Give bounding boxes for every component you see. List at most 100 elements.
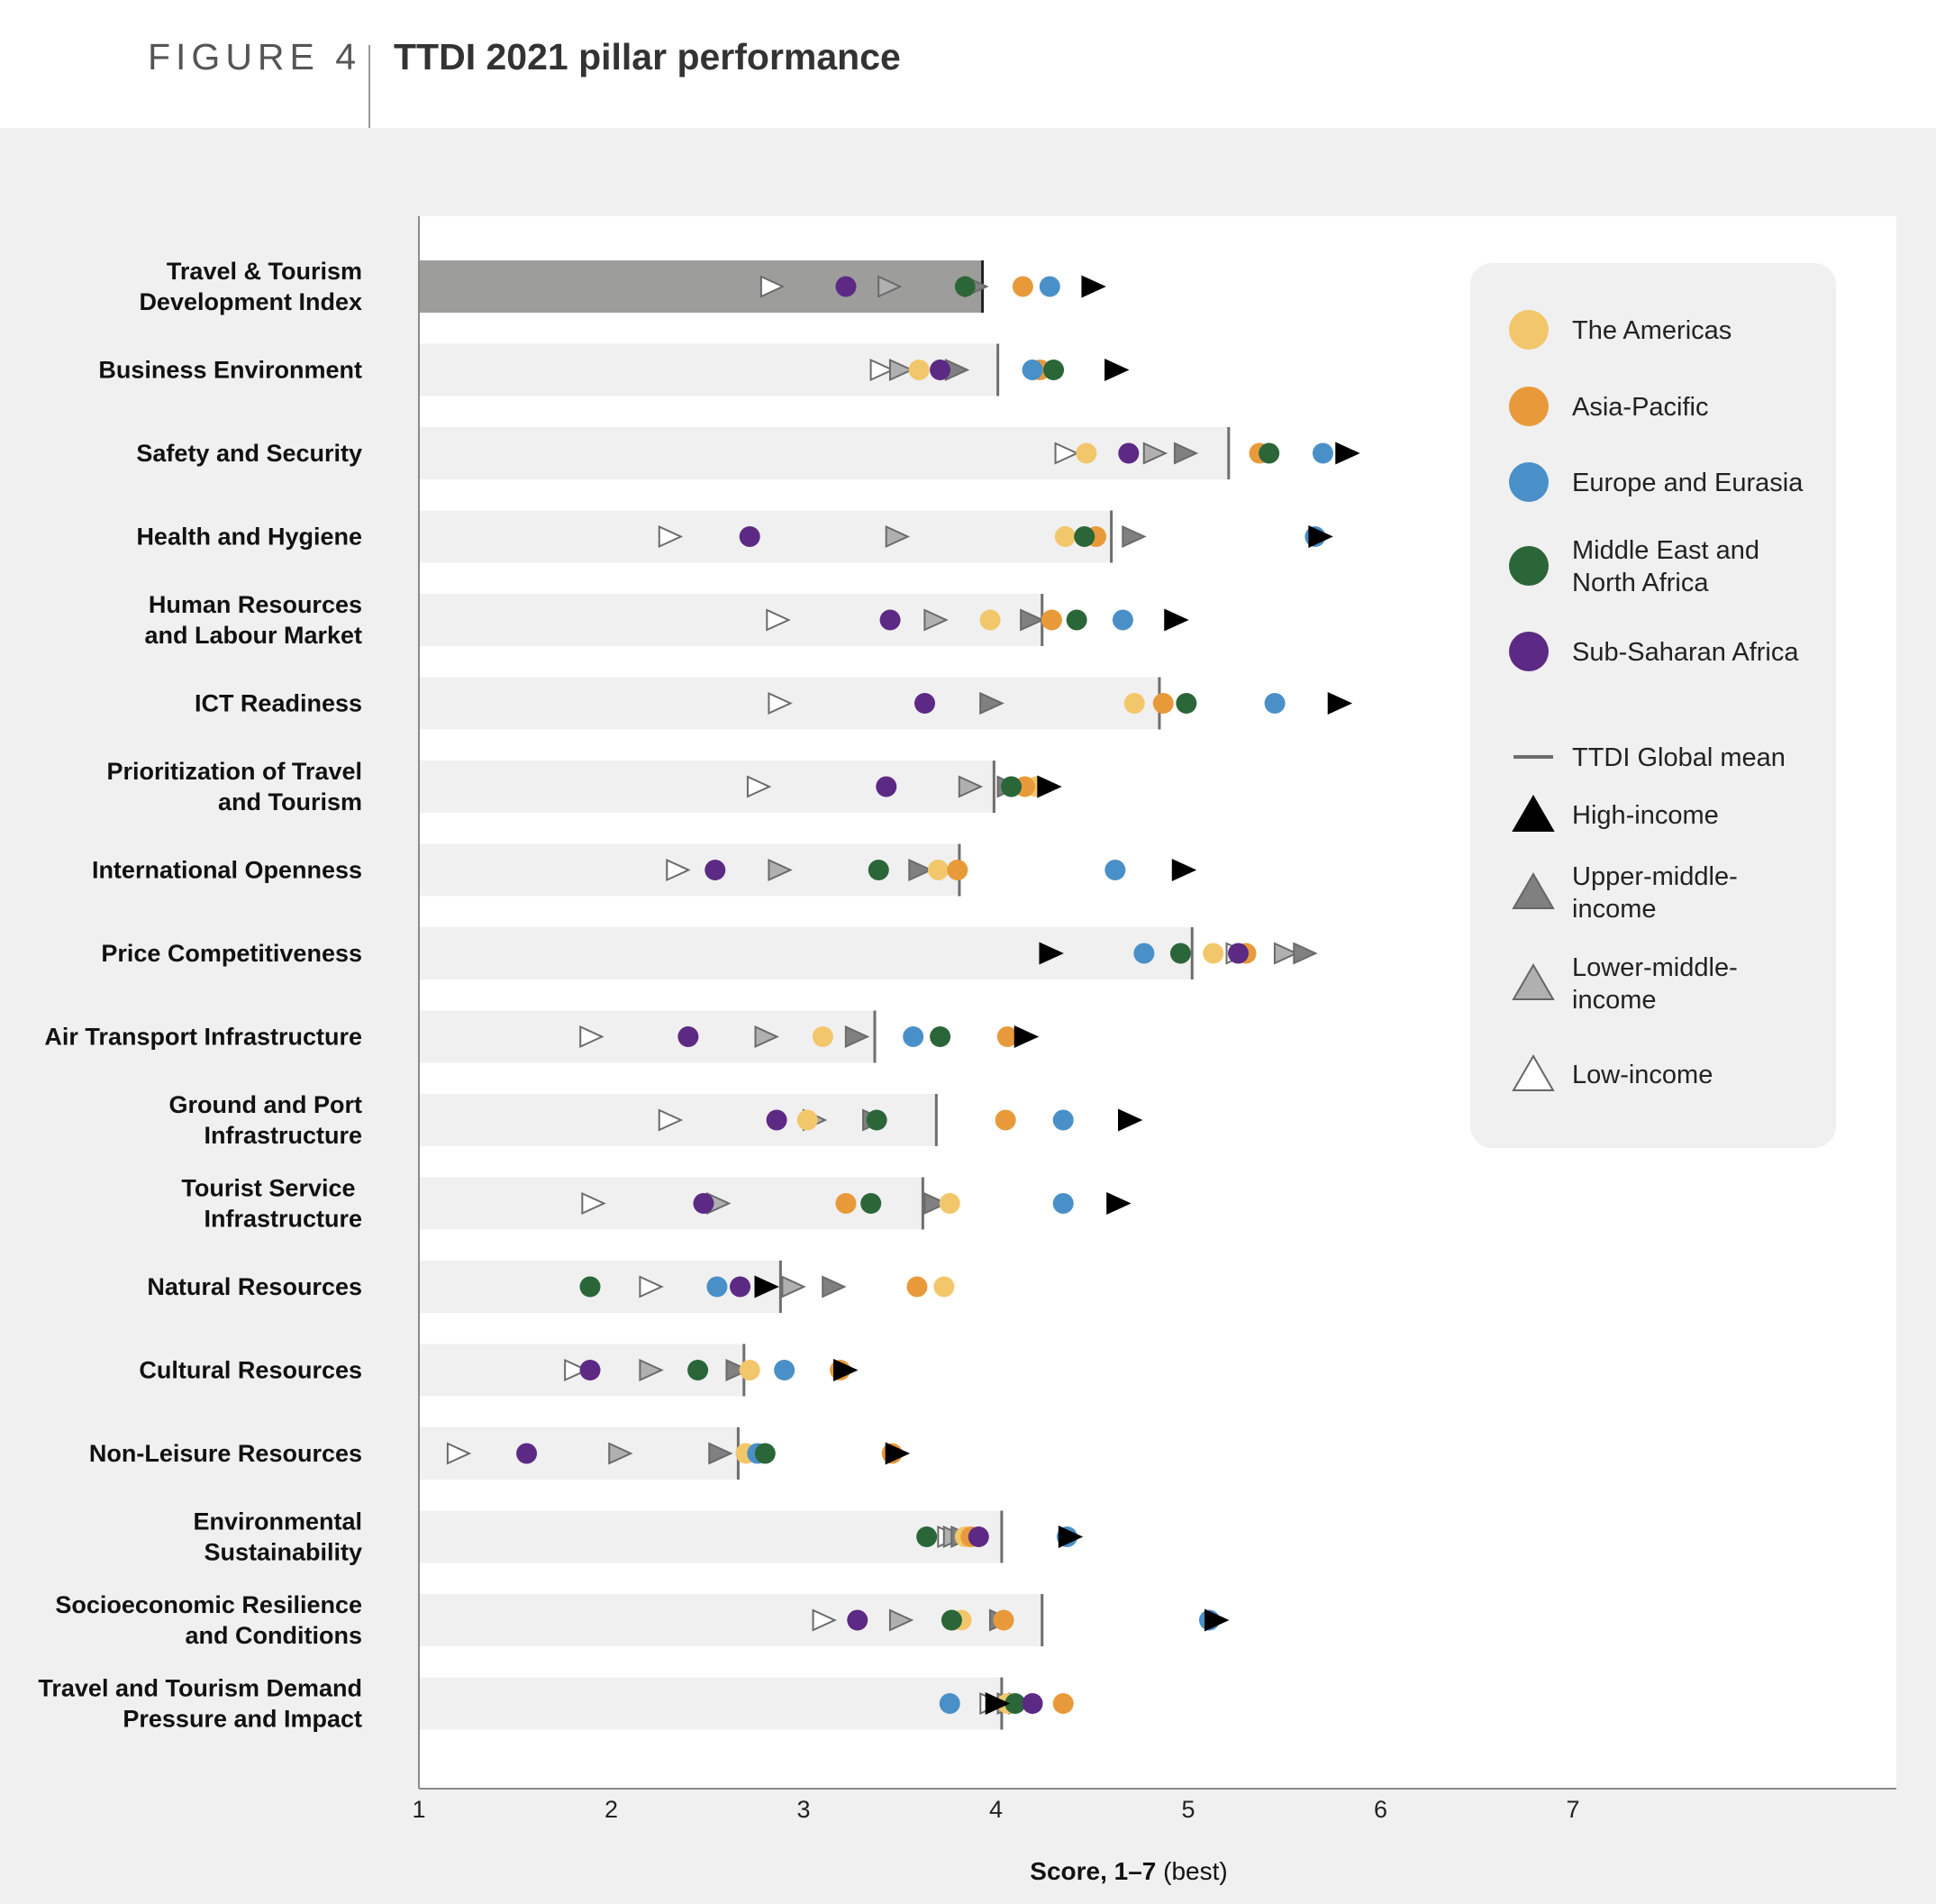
pillar-15-label: Environmental Sustainability <box>193 1508 362 1566</box>
pillar-7-asia-pacific-marker <box>947 860 968 880</box>
pillar-11-sub-saharan-africa-marker <box>693 1193 714 1214</box>
pillar-8-label-line: Price Competitiveness <box>101 940 362 967</box>
pillar-13-lower-middle-income-marker <box>639 1358 664 1382</box>
pillar-5-europe-and-eurasia-marker <box>1264 693 1286 714</box>
pillar-0-asia-pacific-marker <box>1012 276 1033 297</box>
pillar-3-the-americas-marker <box>1054 526 1076 547</box>
pillar-13-label-line: Cultural Resources <box>139 1357 362 1384</box>
pillar-13-the-americas-marker <box>739 1360 760 1380</box>
pillar-7-sub-saharan-africa-marker <box>704 860 726 880</box>
pillar-15-high-income-marker <box>1058 1525 1084 1549</box>
pillar-9-label: Air Transport Infrastructure <box>44 1024 362 1051</box>
legend-label: Europe and Eurasia <box>1572 469 1804 497</box>
legend-swatch-asia-pacific <box>1509 387 1549 426</box>
legend-label-line: Asia-Pacific <box>1572 393 1709 422</box>
pillar-13-middle-east-and-north-africa-marker <box>687 1360 709 1380</box>
chart-panel: Travel & Tourism Development Index Busines… <box>0 128 1936 1904</box>
pillar-11-label-line: Tourist Service <box>181 1175 362 1202</box>
pillar-8-sub-saharan-africa-marker <box>1228 943 1250 964</box>
pillar-12-label: Natural Resources <box>147 1273 362 1300</box>
pillar-15-sub-saharan-africa-marker <box>968 1526 989 1547</box>
pillar-3-low-income-marker <box>658 524 684 549</box>
pillar-13-europe-and-eurasia-marker <box>774 1360 795 1380</box>
pillar-4-low-income-marker <box>766 608 791 632</box>
pillar-4-label-line: and Labour Market <box>144 622 362 649</box>
pillar-6-label-line: Prioritization of Travel <box>106 758 362 785</box>
x-axis-label: Score, 1–7 (best) <box>1030 1857 1227 1885</box>
legend-label: Upper-middle-income <box>1572 862 1738 924</box>
pillar-4-the-americas-marker <box>979 609 1001 631</box>
legend-swatch-upper-middle-income <box>1512 872 1555 909</box>
pillar-17-label-line: Travel and Tourism Demand <box>38 1675 362 1702</box>
pillar-8-upper-middle-income-marker <box>1293 942 1318 965</box>
pillar-8-middle-east-and-north-africa-marker <box>1169 943 1191 964</box>
pillar-15-label-line: Sustainability <box>204 1539 362 1566</box>
x-tick-label: 4 <box>989 1796 1003 1823</box>
pillar-0-label-line: Travel & Tourism <box>167 258 362 285</box>
pillar-3-lower-middle-income-marker <box>885 524 911 549</box>
pillar-11-label-line: Infrastructure <box>204 1206 362 1233</box>
pillar-13-low-income-marker <box>564 1358 589 1382</box>
pillar-13-sub-saharan-africa-marker <box>579 1360 601 1380</box>
pillar-6-label-line: and Tourism <box>218 788 362 815</box>
pillar-17-asia-pacific-marker <box>1052 1693 1074 1714</box>
x-axis-label-main: Score, 1–7 <box>1030 1857 1156 1885</box>
legend-label-line: income <box>1572 895 1657 924</box>
pillar-1-sub-saharan-africa-marker <box>930 360 951 380</box>
pillar-9-the-americas-marker <box>812 1026 833 1047</box>
pillar-10-middle-east-and-north-africa-marker <box>866 1109 887 1131</box>
legend-label-global-mean: TTDI Global mean <box>1572 743 1786 772</box>
pillar-9-asia-pacific-marker <box>996 1026 1018 1047</box>
pillar-9-label-line: Air Transport Infrastructure <box>44 1024 362 1051</box>
pillar-7-lower-middle-income-marker <box>768 858 793 882</box>
pillar-12-middle-east-and-north-africa-marker <box>579 1276 601 1298</box>
legend-label-line: Upper-middle- <box>1572 862 1738 891</box>
pillar-17-high-income-marker <box>985 1691 1011 1716</box>
figure-label: FIGURE 4 <box>148 36 362 77</box>
pillar-7-europe-and-eurasia-marker <box>1104 860 1126 880</box>
pillar-10-sub-saharan-africa-marker <box>766 1109 787 1131</box>
pillar-2-upper-middle-income-marker <box>1173 442 1199 465</box>
pillar-0-lower-middle-income-marker <box>877 275 903 298</box>
pillar-4-lower-middle-income-marker <box>923 608 949 632</box>
pillar-1-high-income-marker <box>1104 358 1130 382</box>
pillar-17-mean-bar <box>419 1677 1002 1730</box>
pillar-13-high-income-marker <box>833 1358 859 1382</box>
pillar-17-label-line: Pressure and Impact <box>123 1706 362 1733</box>
legend-swatch-the-americas <box>1509 310 1549 350</box>
pillar-2-lower-middle-income-marker <box>1142 442 1168 465</box>
figure-title: TTDI 2021 pillar performance <box>394 36 901 77</box>
legend: The Americas Asia-Pacific Europe and Euras… <box>1470 263 1836 1148</box>
pillar-11-high-income-marker <box>1106 1191 1132 1216</box>
pillar-1-label: Business Environment <box>98 357 362 384</box>
pillar-15-middle-east-and-north-africa-marker <box>916 1526 938 1547</box>
pillar-17-middle-east-and-north-africa-marker <box>1004 1693 1026 1714</box>
pillar-11-europe-and-eurasia-marker <box>1052 1193 1074 1214</box>
pillar-13-label: Cultural Resources <box>139 1357 362 1384</box>
pillar-5-upper-middle-income-marker <box>979 691 1004 715</box>
legend-label-line: High-income <box>1572 801 1719 830</box>
pillar-16-low-income-marker <box>812 1608 837 1632</box>
x-tick-label: 5 <box>1181 1796 1195 1823</box>
x-tick-label: 1 <box>412 1796 425 1823</box>
pillar-14-lower-middle-income-marker <box>608 1442 633 1465</box>
pillar-1-europe-and-eurasia-marker <box>1022 360 1043 380</box>
pillar-12-sub-saharan-africa-marker <box>730 1276 751 1298</box>
pillar-14-middle-east-and-north-africa-marker <box>754 1443 776 1464</box>
legend-label: The Americas <box>1572 316 1731 345</box>
pillar-2-low-income-marker <box>1054 442 1079 465</box>
figure-header: FIGURE 4 TTDI 2021 pillar performance <box>0 0 1936 128</box>
pillar-14-low-income-marker <box>446 1442 472 1465</box>
pillar-2-mean-bar <box>419 427 1229 479</box>
pillar-0-label: Travel & Tourism Development Index <box>139 258 362 315</box>
legend-label-line: Sub-Saharan Africa <box>1572 638 1799 667</box>
pillar-8-the-americas-marker <box>1203 943 1224 964</box>
pillar-5-label: ICT Readiness <box>195 690 362 717</box>
pillar-11-asia-pacific-marker <box>835 1193 857 1214</box>
legend-swatch-middle-east-and-north-africa <box>1509 546 1549 586</box>
pillar-3-upper-middle-income-marker <box>1122 524 1147 549</box>
pillar-17-label: Travel and Tourism Demand Pressure and Im… <box>38 1675 362 1733</box>
pillar-16-asia-pacific-marker <box>993 1609 1014 1631</box>
pillar-2-the-americas-marker <box>1076 442 1097 464</box>
legend-swatch-lower-middle-income <box>1512 963 1555 1000</box>
